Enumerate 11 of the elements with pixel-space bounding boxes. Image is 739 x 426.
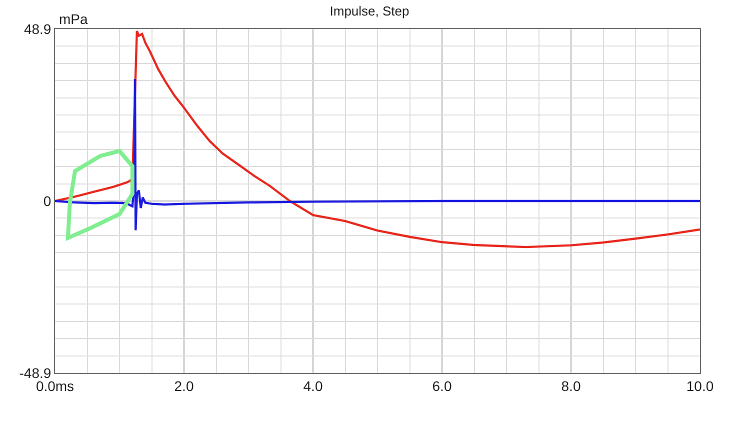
x-tick-label: 4.0	[303, 378, 323, 394]
line-series	[55, 78, 700, 232]
x-tick-label: 10.0	[686, 378, 714, 394]
chart-title: Impulse, Step	[330, 3, 410, 18]
y-tick-label: 48.9	[24, 20, 52, 37]
x-tick-label: 6.0	[432, 378, 452, 394]
y-axis-title: mPa	[59, 11, 88, 27]
y-tick-label: 0	[43, 192, 52, 209]
x-tick-label: 2.0	[174, 378, 194, 394]
line-series	[55, 30, 700, 248]
x-tick-label: 8.0	[561, 378, 581, 394]
